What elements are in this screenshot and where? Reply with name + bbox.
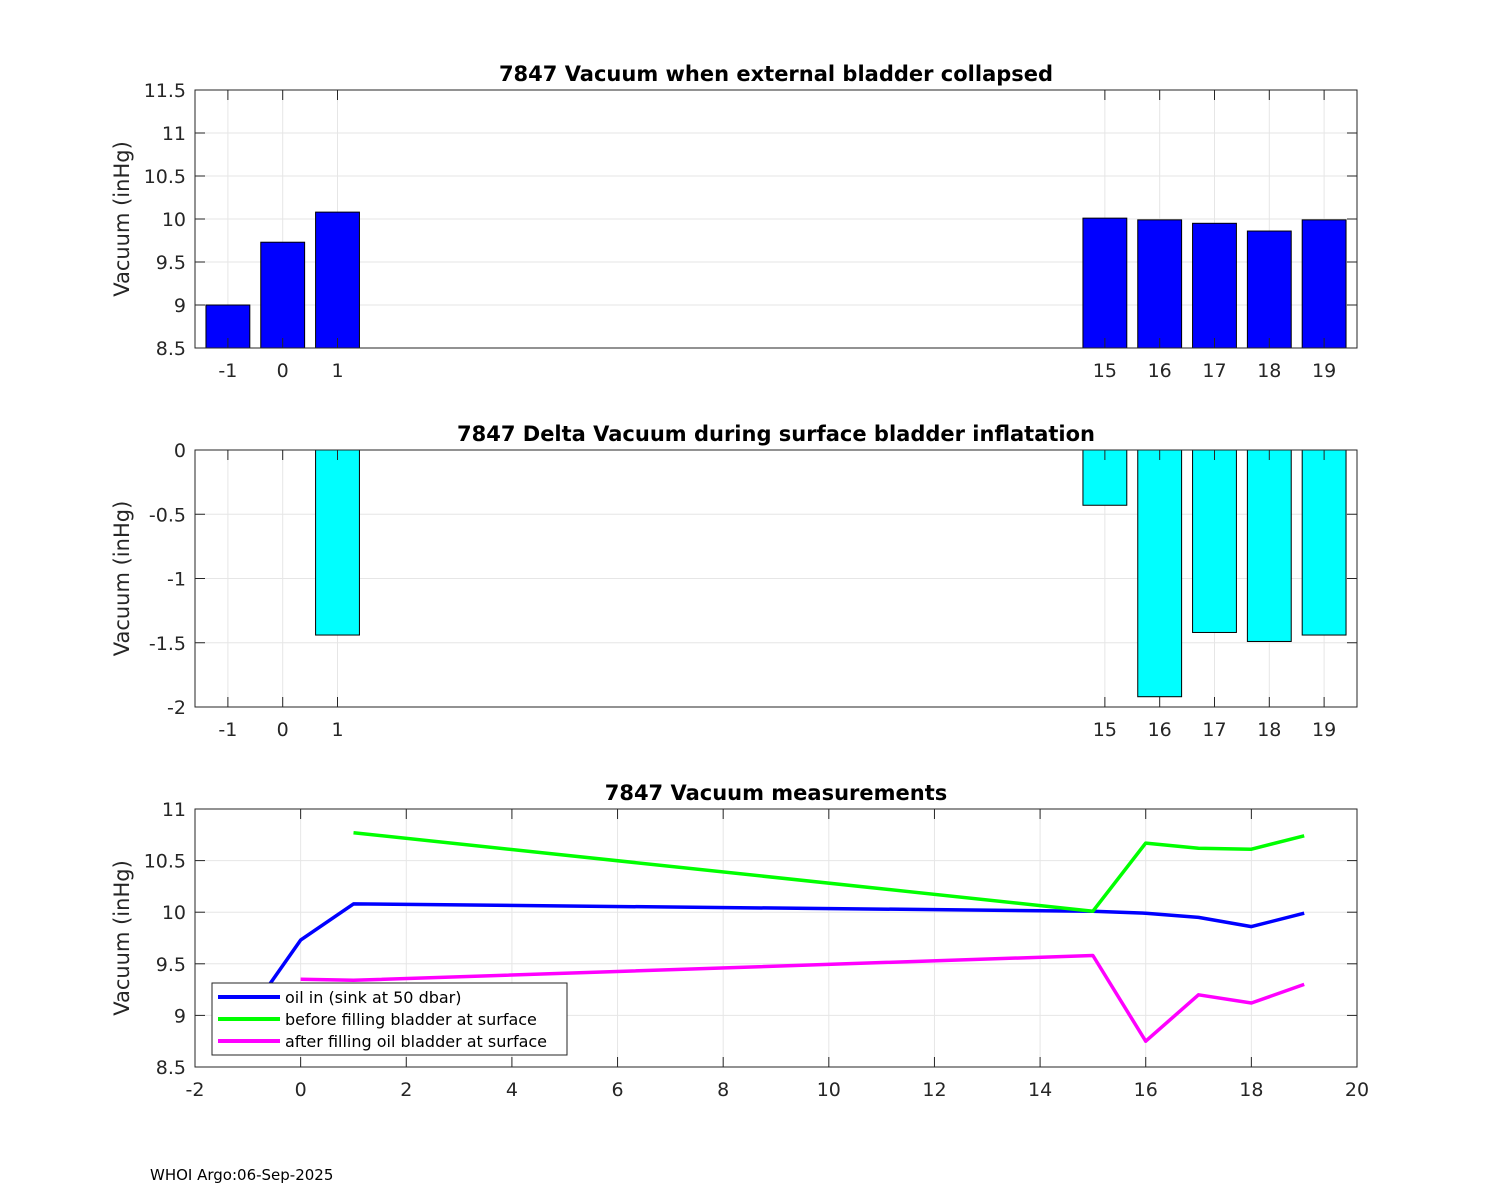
x-tick-label: 0 (277, 719, 289, 741)
y-tick-label: -0.5 (149, 504, 186, 526)
bar-19 (1301, 449, 1347, 636)
y-tick-label: 9.5 (156, 954, 186, 976)
x-tick-label: 16 (1148, 360, 1172, 382)
chart-2: -1 0 1 15 16 17 18 19 -2 -1.5 -1 -0.5 0 7847 Delta Va… (110, 422, 1358, 741)
bar-15 (1082, 217, 1128, 349)
y-tick-label: 8.5 (156, 1057, 186, 1079)
x-tick-label: 20 (1345, 1079, 1369, 1101)
x-tick-label: 18 (1257, 719, 1281, 741)
y-axis-label: Vacuum (inHg) (110, 860, 134, 1016)
y-tick-label: 8.5 (156, 338, 186, 360)
legend-label-3: after filling oil bladder at surface (285, 1032, 547, 1051)
x-tick-label: -1 (218, 719, 237, 741)
bar-16 (1137, 219, 1183, 349)
y-tick-label: 9.5 (156, 252, 186, 274)
y-tick-label: 9 (174, 295, 186, 317)
x-tick-label: 15 (1093, 719, 1117, 741)
y-tick-label: 10.5 (144, 166, 186, 188)
y-tick-label: -2 (167, 697, 186, 719)
y-tick-label: -1 (167, 569, 186, 591)
chart-title: 7847 Delta Vacuum during surface bladder… (457, 422, 1095, 446)
x-tick-label: 0 (277, 360, 289, 382)
x-tick-label: 19 (1312, 719, 1336, 741)
y-tick-label: 0 (174, 440, 186, 462)
chart-1: -1 0 1 15 16 17 18 19 8.5 9 9.5 10 10.5 11 11.5 7847 Va… (110, 62, 1358, 382)
x-tick-label: 14 (1028, 1079, 1052, 1101)
x-tick-label: 10 (817, 1079, 841, 1101)
y-tick-label: 10.5 (144, 851, 186, 873)
x-tick-label: 17 (1202, 360, 1226, 382)
x-tick-label: 1 (331, 719, 343, 741)
bar-17 (1192, 222, 1237, 349)
legend-label-1: oil in (sink at 50 dbar) (285, 988, 462, 1007)
x-tick-label: 1 (331, 360, 343, 382)
x-tick-label: 4 (506, 1079, 518, 1101)
footer-label: WHOI Argo:06-Sep-2025 (150, 1166, 334, 1184)
bar-19 (1301, 219, 1347, 349)
axes-frame (194, 808, 1358, 1068)
y-axis-label: Vacuum (inHg) (110, 141, 134, 297)
y-tick-label: 9 (174, 1005, 186, 1027)
x-tick-label: 16 (1148, 719, 1172, 741)
y-tick-label: 10 (162, 209, 186, 231)
chart-title: 7847 Vacuum when external bladder collap… (499, 62, 1053, 86)
y-tick-label: 11 (162, 123, 186, 145)
bar-16 (1137, 449, 1183, 698)
y-tick-label: 11 (162, 799, 186, 821)
x-tick-label: 0 (295, 1079, 307, 1101)
bar-18 (1246, 230, 1292, 349)
x-tick-label: 16 (1134, 1079, 1158, 1101)
legend-label-2: before filling bladder at surface (285, 1010, 537, 1029)
legend: oil in (sink at 50 dbar) before filling b… (211, 982, 568, 1056)
bar-1 (315, 449, 360, 636)
x-tick-label: 6 (611, 1079, 623, 1101)
y-tick-label: -1.5 (149, 633, 186, 655)
series-line-3 (300, 953, 1305, 1043)
x-tick-label: 18 (1239, 1079, 1263, 1101)
x-tick-label: -2 (186, 1079, 205, 1101)
x-tick-label: -1 (218, 360, 237, 382)
y-axis-label: Vacuum (inHg) (110, 501, 134, 657)
bar-17 (1192, 449, 1237, 633)
bar-0 (260, 241, 306, 349)
series-line-2 (353, 830, 1305, 913)
chart-title: 7847 Vacuum measurements (605, 781, 948, 805)
x-tick-label: 12 (922, 1079, 946, 1101)
x-tick-label: 19 (1312, 360, 1336, 382)
bar-1 (315, 211, 360, 349)
x-tick-label: 17 (1202, 719, 1226, 741)
y-tick-label: 11.5 (144, 80, 186, 102)
x-tick-label: 8 (717, 1079, 729, 1101)
x-tick-label: 18 (1257, 360, 1281, 382)
x-tick-label: 2 (400, 1079, 412, 1101)
x-tick-label: 15 (1093, 360, 1117, 382)
series-line-1 (246, 902, 1305, 1017)
y-tick-label: 10 (162, 902, 186, 924)
bar-18 (1246, 449, 1292, 642)
chart-3: -2 0 2 4 6 8 10 12 14 16 18 20 8.5 9 9.5 10 10.5 11 7847 V… (110, 781, 1369, 1101)
